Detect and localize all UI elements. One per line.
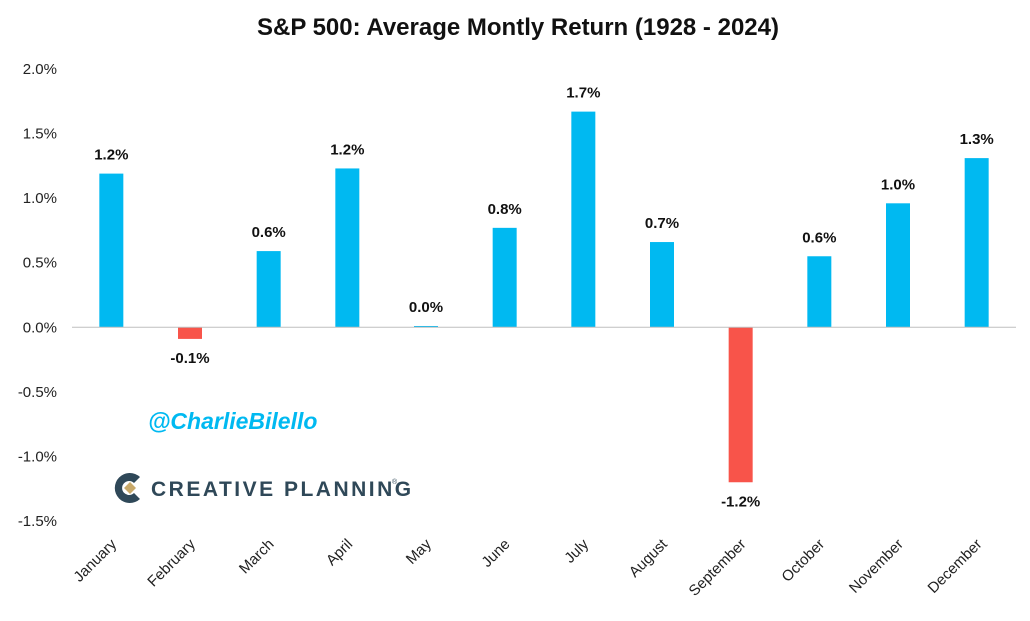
data-label-june: 0.8%: [488, 201, 522, 218]
x-tick-label-may: May: [403, 535, 435, 567]
x-tick-label-october: October: [778, 536, 828, 586]
creative-planning-logo-icon: [114, 473, 140, 504]
bar-january: [99, 173, 124, 328]
brand-registered-mark: ®: [392, 478, 398, 486]
y-tick-label: -1.5%: [18, 513, 57, 530]
twitter-handle: @CharlieBilello: [148, 408, 317, 434]
data-label-july: 1.7%: [566, 85, 600, 102]
x-axis: January February March April May June July Augu…: [70, 535, 985, 599]
data-label-october: 0.6%: [802, 229, 836, 246]
data-label-may: 0.0%: [409, 299, 443, 316]
brand-name: CREATIVE PLANNING: [151, 478, 414, 501]
bar-april: [335, 168, 360, 328]
bar-october: [807, 256, 832, 328]
x-tick-label-april: April: [323, 536, 356, 569]
data-label-february: -0.1%: [170, 350, 209, 367]
bar-february: [178, 327, 202, 339]
bar-march: [256, 251, 281, 328]
bar-july: [571, 111, 596, 328]
data-label-august: 0.7%: [645, 215, 679, 232]
data-label-november: 1.0%: [881, 176, 915, 193]
x-tick-label-december: December: [925, 536, 986, 597]
x-tick-label-july: July: [561, 535, 592, 566]
bar-august: [650, 242, 674, 328]
bar-december: [964, 158, 989, 328]
x-tick-label-february: February: [144, 535, 199, 590]
data-label-march: 0.6%: [252, 224, 286, 241]
data-label-january: 1.2%: [94, 147, 128, 164]
bar-september: [728, 327, 753, 483]
x-tick-label-august: August: [626, 535, 672, 581]
x-tick-label-september: September: [686, 536, 750, 600]
y-tick-label: 1.0%: [23, 190, 57, 207]
data-label-september: -1.2%: [721, 493, 760, 510]
y-tick-label: 0.5%: [23, 255, 57, 272]
y-tick-label: 2.0%: [23, 61, 57, 78]
x-tick-label-june: June: [478, 536, 513, 571]
data-label-april: 1.2%: [330, 141, 364, 158]
x-tick-label-november: November: [846, 536, 907, 597]
bar-november: [886, 203, 910, 328]
data-label-december: 1.3%: [960, 131, 994, 148]
y-tick-label: 0.0%: [23, 319, 57, 336]
x-tick-label-january: January: [70, 535, 120, 585]
chart-title: S&P 500: Average Montly Return (1928 - 2…: [257, 14, 779, 41]
x-tick-label-march: March: [236, 536, 277, 577]
bar-may: [414, 325, 438, 328]
data-labels: 1.2% -0.1% 0.6% 1.2% 0.0% 0.8% 1.7% 0.7% -1.2% 0.…: [94, 85, 994, 511]
y-axis: 2.0% 1.5% 1.0% 0.5% 0.0% -0.5% -1.0% -1.5%: [18, 61, 57, 530]
bars: [99, 111, 989, 483]
y-tick-label: -0.5%: [18, 384, 57, 401]
y-tick-label: -1.0%: [18, 448, 57, 465]
bar-june: [492, 227, 517, 328]
y-tick-label: 1.5%: [23, 126, 57, 143]
